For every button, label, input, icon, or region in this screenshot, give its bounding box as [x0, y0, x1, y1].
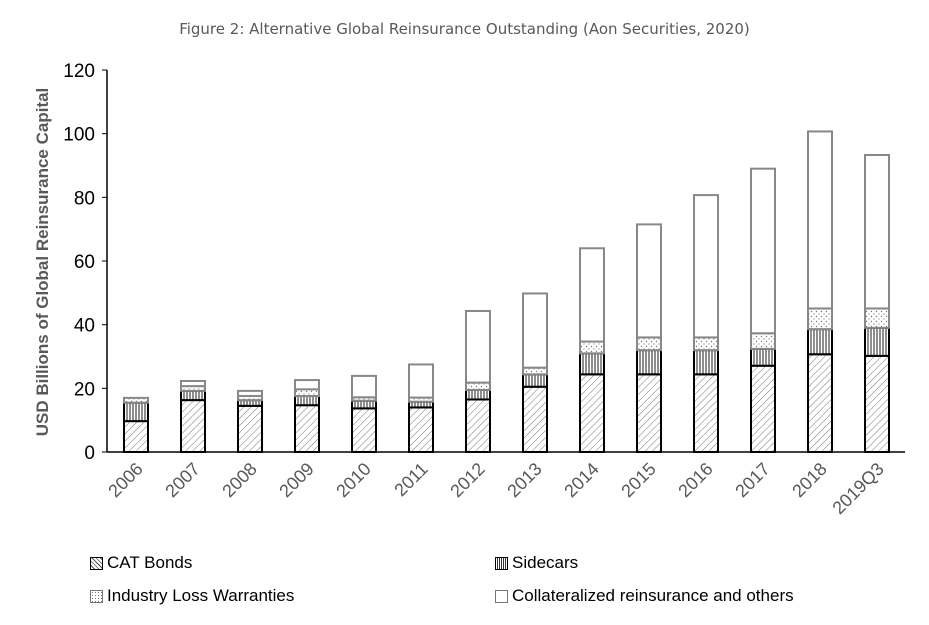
bar-segment-industry-loss-warranties-2009 [294, 388, 320, 397]
bar-segment-cat-bonds-2006 [123, 420, 149, 454]
bar-segment-cat-bonds-2017 [750, 364, 776, 453]
x-tick-label: 2013 [503, 459, 545, 501]
bar-segment-cat-bonds-2018 [807, 353, 833, 453]
bar-segment-sidecars-2007 [180, 389, 206, 402]
legend-label: CAT Bonds [107, 553, 193, 572]
legend-item: Sidecars [495, 553, 578, 573]
bar-segment-cat-bonds-2019Q3 [864, 354, 890, 454]
x-tick-label: 2009 [275, 459, 317, 501]
legend-item: Collateralized reinsurance and others [495, 586, 794, 606]
bar-segment-cat-bonds-2013 [522, 385, 548, 453]
legend-label: Industry Loss Warranties [107, 586, 295, 605]
bar-segment-collateralized-reinsurance-and-others-2013 [522, 292, 548, 369]
bar-segment-collateralized-reinsurance-and-others-2016 [693, 194, 719, 339]
legend-swatch [495, 589, 508, 603]
x-tick-label: 2015 [617, 459, 659, 501]
bar-segment-collateralized-reinsurance-and-others-2019Q3 [864, 153, 890, 310]
bar-segment-collateralized-reinsurance-and-others-2010 [351, 374, 377, 399]
y-tick-label: 60 [74, 252, 95, 273]
x-tick-label: 2016 [674, 459, 716, 501]
bar-segment-sidecars-2017 [750, 347, 776, 367]
x-tick-label: 2014 [560, 459, 602, 501]
bar-segment-sidecars-2015 [636, 349, 662, 376]
legend-item: CAT Bonds [90, 553, 192, 573]
bar-segment-cat-bonds-2016 [693, 373, 719, 453]
y-tick-label: 100 [63, 125, 95, 146]
y-tick-label: 120 [63, 61, 95, 82]
y-tick-label: 20 [74, 379, 95, 400]
bar-segment-cat-bonds-2015 [636, 373, 662, 453]
bar-segment-industry-loss-warranties-2019Q3 [864, 307, 890, 329]
bar-segment-sidecars-2006 [123, 401, 149, 423]
x-tick-label: 2008 [218, 459, 260, 501]
x-tick-label: 2007 [161, 459, 203, 501]
x-tick-label: 2019Q3 [828, 459, 887, 518]
legend-label: Collateralized reinsurance and others [512, 586, 794, 605]
x-tick-label: 2017 [731, 459, 773, 501]
bar-segment-cat-bonds-2010 [351, 407, 377, 454]
bar-segment-sidecars-2009 [294, 394, 320, 407]
y-tick-label: 0 [84, 443, 95, 464]
bar-segment-collateralized-reinsurance-and-others-2012 [465, 309, 491, 384]
bar-segment-collateralized-reinsurance-and-others-2014 [579, 247, 605, 343]
bar-segment-industry-loss-warranties-2016 [693, 336, 719, 352]
bar-segment-cat-bonds-2011 [408, 406, 434, 453]
y-tick-label: 40 [74, 316, 95, 337]
bar-segment-industry-loss-warranties-2017 [750, 332, 776, 350]
bar-segment-industry-loss-warranties-2018 [807, 307, 833, 331]
bar-segment-cat-bonds-2009 [294, 404, 320, 453]
bar-segment-sidecars-2019Q3 [864, 326, 890, 357]
bar-segment-industry-loss-warranties-2006 [123, 396, 149, 404]
legend-item: Industry Loss Warranties [90, 586, 294, 606]
legend-swatch [90, 589, 103, 603]
legend-swatch [495, 556, 508, 570]
y-axis-label: USD Billions of Global Reinsurance Capit… [33, 88, 52, 437]
legend-label: Sidecars [512, 553, 579, 572]
bar-segment-collateralized-reinsurance-and-others-2011 [408, 363, 434, 399]
bar-segment-collateralized-reinsurance-and-others-2017 [750, 167, 776, 335]
bar-segment-collateralized-reinsurance-and-others-2015 [636, 223, 662, 339]
bar-segment-industry-loss-warranties-2012 [465, 381, 491, 391]
x-tick-label: 2011 [390, 459, 432, 501]
bar-segment-sidecars-2013 [522, 373, 548, 388]
bar-segment-industry-loss-warranties-2014 [579, 340, 605, 355]
chart-title: Figure 2: Alternative Global Reinsurance… [179, 20, 750, 38]
bar-segment-collateralized-reinsurance-and-others-2009 [294, 379, 320, 391]
bar-segment-collateralized-reinsurance-and-others-2008 [237, 389, 263, 397]
x-tick-label: 2012 [446, 459, 488, 501]
legend-swatch [90, 556, 103, 570]
bar-segment-sidecars-2012 [465, 388, 491, 401]
bar-segment-cat-bonds-2008 [237, 404, 263, 454]
x-tick-label: 2010 [332, 459, 374, 501]
x-tick-label: 2018 [788, 459, 830, 501]
bar-segment-industry-loss-warranties-2013 [522, 366, 548, 376]
bar-segment-cat-bonds-2007 [180, 399, 206, 453]
bar-segment-sidecars-2010 [351, 399, 377, 410]
x-tick-label: 2006 [104, 459, 146, 501]
bar-segment-cat-bonds-2012 [465, 398, 491, 454]
bar-segment-collateralized-reinsurance-and-others-2007 [180, 380, 206, 388]
bar-segment-industry-loss-warranties-2015 [636, 336, 662, 352]
bar-segment-cat-bonds-2014 [579, 373, 605, 453]
bar-segment-sidecars-2016 [693, 349, 719, 376]
bar-segment-sidecars-2018 [807, 328, 833, 356]
bar-segment-sidecars-2014 [579, 352, 605, 376]
bar-segment-collateralized-reinsurance-and-others-2018 [807, 130, 833, 310]
y-tick-label: 80 [74, 188, 95, 209]
